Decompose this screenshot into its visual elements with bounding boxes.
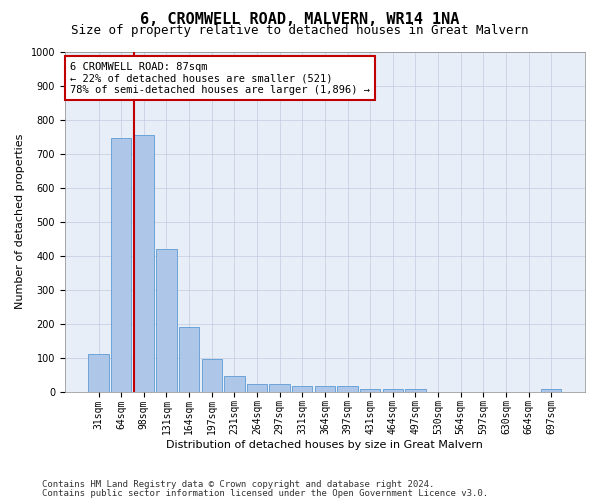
Bar: [405, 389, 425, 392]
Bar: [157, 248, 176, 392]
Bar: [383, 389, 403, 392]
Bar: [360, 389, 380, 392]
Y-axis label: Number of detached properties: Number of detached properties: [15, 134, 25, 309]
Bar: [315, 386, 335, 392]
Bar: [337, 386, 358, 392]
Bar: [179, 327, 199, 392]
Text: Contains HM Land Registry data © Crown copyright and database right 2024.: Contains HM Land Registry data © Crown c…: [42, 480, 434, 489]
Bar: [134, 135, 154, 392]
Text: Size of property relative to detached houses in Great Malvern: Size of property relative to detached ho…: [71, 24, 529, 37]
Bar: [202, 358, 222, 392]
Bar: [292, 386, 313, 392]
X-axis label: Distribution of detached houses by size in Great Malvern: Distribution of detached houses by size …: [166, 440, 484, 450]
Text: 6, CROMWELL ROAD, MALVERN, WR14 1NA: 6, CROMWELL ROAD, MALVERN, WR14 1NA: [140, 12, 460, 28]
Text: Contains public sector information licensed under the Open Government Licence v3: Contains public sector information licen…: [42, 488, 488, 498]
Bar: [111, 138, 131, 392]
Bar: [269, 384, 290, 392]
Bar: [88, 354, 109, 392]
Text: 6 CROMWELL ROAD: 87sqm
← 22% of detached houses are smaller (521)
78% of semi-de: 6 CROMWELL ROAD: 87sqm ← 22% of detached…: [70, 62, 370, 95]
Bar: [541, 389, 562, 392]
Bar: [247, 384, 267, 392]
Bar: [224, 376, 245, 392]
